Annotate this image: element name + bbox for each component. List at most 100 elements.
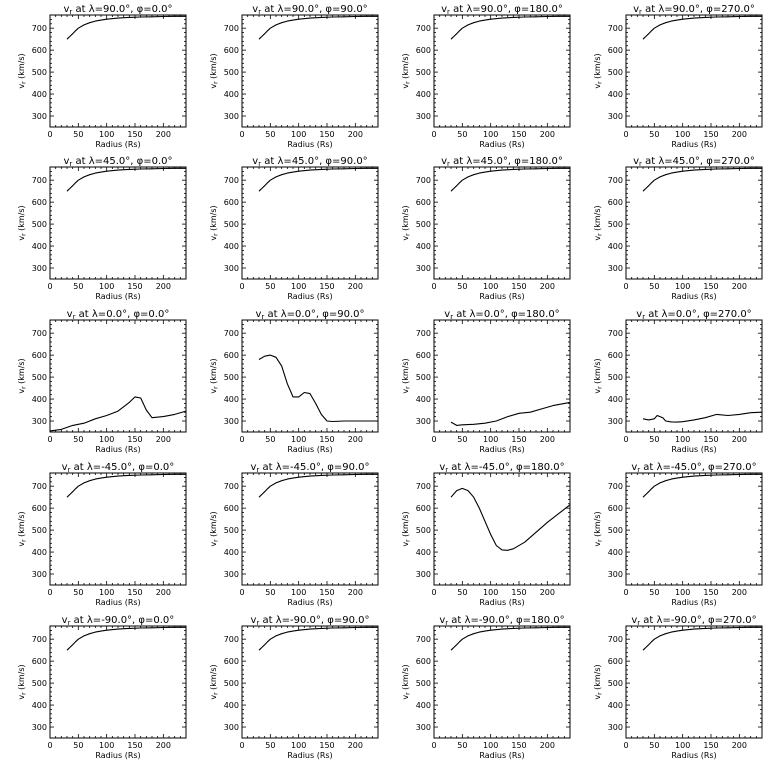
x-tick-label: 150 (127, 282, 142, 291)
y-tick-label: 600 (224, 504, 239, 513)
y-tick-label: 700 (32, 482, 47, 491)
x-tick-label: 200 (156, 741, 171, 750)
x-tick-label: 200 (540, 741, 555, 750)
x-tick-label: 0 (623, 282, 628, 291)
series-line (66, 626, 186, 651)
y-tick-label: 600 (416, 351, 431, 360)
x-tick-label: 0 (239, 741, 244, 750)
x-tick-label: 200 (540, 588, 555, 597)
y-tick-label: 400 (416, 395, 431, 404)
series-line (258, 15, 378, 40)
x-tick-label: 150 (703, 282, 718, 291)
y-tick-label: 500 (416, 526, 431, 535)
panel-title: vr at λ=90.0°, φ=270.0° (633, 4, 755, 16)
y-tick-label: 500 (416, 679, 431, 688)
y-tick-label: 400 (608, 548, 623, 557)
y-tick-label: 300 (224, 112, 239, 121)
panel-title: vr at λ=0.0°, φ=0.0° (67, 309, 170, 321)
x-axis-label: Radius (Rs) (479, 140, 524, 149)
x-tick-label: 0 (47, 741, 52, 750)
plot-frame (625, 14, 763, 128)
y-tick-label: 300 (32, 264, 47, 273)
y-axis-label: vr (km/s) (209, 53, 220, 88)
y-tick-label: 700 (32, 176, 47, 185)
series-line (66, 15, 186, 40)
panel-title: vr at λ=45.0°, φ=90.0° (252, 156, 367, 168)
panel: 0 50 100 150 200 300 400 500 600 700 vr at λ=-45.0… (593, 462, 763, 607)
x-axis-label: Radius (Rs) (479, 598, 524, 607)
panel-title: vr at λ=45.0°, φ=180.0° (441, 156, 563, 168)
x-tick-label: 200 (348, 741, 363, 750)
y-tick-label: 400 (416, 701, 431, 710)
y-tick-label: 700 (416, 482, 431, 491)
x-tick-label: 100 (99, 741, 114, 750)
y-axis-label: vr (km/s) (593, 511, 604, 546)
x-tick-label: 200 (156, 130, 171, 139)
panel: 0 50 100 150 200 300 400 500 600 700 vr at λ=45.0°… (209, 156, 379, 301)
x-tick-label: 200 (348, 282, 363, 291)
y-tick-label: 500 (224, 68, 239, 77)
y-tick-label: 700 (224, 176, 239, 185)
x-axis-label: Radius (Rs) (95, 598, 140, 607)
x-tick-label: 150 (511, 282, 526, 291)
y-tick-label: 300 (608, 112, 623, 121)
plot-frame (241, 472, 379, 586)
x-tick-label: 200 (348, 588, 363, 597)
y-tick-label: 300 (224, 264, 239, 273)
x-tick-label: 50 (457, 282, 467, 291)
x-axis-label: Radius (Rs) (671, 598, 716, 607)
y-tick-label: 600 (416, 657, 431, 666)
y-tick-label: 600 (608, 504, 623, 513)
y-tick-label: 500 (608, 526, 623, 535)
x-tick-label: 150 (319, 588, 334, 597)
x-tick-label: 100 (99, 435, 114, 444)
plot-frame (241, 625, 379, 739)
x-tick-label: 200 (732, 588, 747, 597)
x-axis-label: Radius (Rs) (287, 140, 332, 149)
y-axis-label: vr (km/s) (593, 53, 604, 88)
x-tick-label: 100 (483, 435, 498, 444)
panel-title: vr at λ=45.0°, φ=270.0° (633, 156, 755, 168)
plot-frame (625, 166, 763, 280)
x-tick-label: 0 (239, 130, 244, 139)
panel-title: vr at λ=-45.0°, φ=0.0° (62, 462, 175, 474)
x-tick-label: 100 (675, 282, 690, 291)
y-tick-label: 300 (416, 417, 431, 426)
x-tick-label: 150 (127, 130, 142, 139)
y-axis-label: vr (km/s) (401, 358, 412, 393)
plot-frame (241, 166, 379, 280)
plot-frame (433, 319, 571, 433)
x-tick-label: 0 (47, 282, 52, 291)
panel-title: vr at λ=90.0°, φ=180.0° (441, 4, 563, 16)
y-tick-label: 700 (416, 329, 431, 338)
series-line (642, 15, 762, 40)
x-tick-label: 50 (457, 130, 467, 139)
x-tick-label: 100 (483, 741, 498, 750)
panel: 0 50 100 150 200 300 400 500 600 700 vr at λ=-90.0… (401, 615, 571, 760)
x-tick-label: 100 (483, 282, 498, 291)
x-tick-label: 50 (649, 435, 659, 444)
x-tick-label: 150 (511, 588, 526, 597)
y-tick-label: 400 (224, 90, 239, 99)
x-tick-label: 100 (99, 588, 114, 597)
x-axis-label: Radius (Rs) (671, 751, 716, 760)
y-tick-label: 600 (608, 657, 623, 666)
series-line (258, 354, 378, 423)
x-tick-label: 100 (291, 435, 306, 444)
y-tick-label: 600 (608, 351, 623, 360)
y-tick-label: 700 (416, 176, 431, 185)
plot-frame (49, 319, 187, 433)
series-line (450, 401, 571, 426)
panel: 0 50 100 150 200 300 400 500 600 700 vr at λ=90.0°… (209, 4, 379, 149)
y-axis-label: vr (km/s) (593, 358, 604, 393)
y-tick-label: 700 (608, 329, 623, 338)
y-tick-label: 300 (608, 264, 623, 273)
x-tick-label: 200 (540, 130, 555, 139)
x-tick-label: 50 (73, 282, 83, 291)
y-tick-label: 600 (416, 504, 431, 513)
y-tick-label: 500 (32, 68, 47, 77)
plot-frame (433, 14, 571, 128)
series-line (450, 167, 570, 192)
x-tick-label: 50 (73, 741, 83, 750)
y-tick-label: 500 (416, 373, 431, 382)
